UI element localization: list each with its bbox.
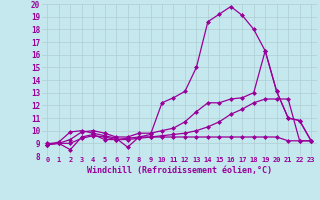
- X-axis label: Windchill (Refroidissement éolien,°C): Windchill (Refroidissement éolien,°C): [87, 166, 272, 175]
